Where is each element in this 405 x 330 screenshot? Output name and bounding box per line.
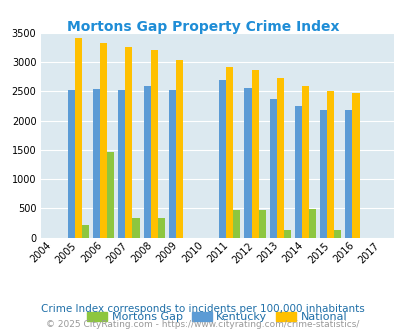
Bar	[244, 88, 251, 238]
Bar	[308, 209, 315, 238]
Bar	[100, 43, 107, 238]
Bar	[125, 47, 132, 238]
Bar	[276, 78, 283, 238]
Text: © 2025 CityRating.com - https://www.cityrating.com/crime-statistics/: © 2025 CityRating.com - https://www.city…	[46, 320, 359, 329]
Bar	[283, 230, 290, 238]
Bar	[258, 210, 265, 238]
Bar	[150, 50, 157, 238]
Bar	[333, 230, 341, 238]
Bar	[93, 88, 100, 238]
Bar	[82, 225, 89, 238]
Bar	[132, 218, 139, 238]
Bar	[326, 91, 333, 238]
Bar	[143, 86, 150, 238]
Bar	[352, 93, 358, 238]
Bar	[294, 106, 301, 238]
Bar	[107, 152, 114, 238]
Bar	[68, 90, 75, 238]
Text: Mortons Gap Property Crime Index: Mortons Gap Property Crime Index	[66, 20, 339, 34]
Bar	[219, 80, 226, 238]
Text: Crime Index corresponds to incidents per 100,000 inhabitants: Crime Index corresponds to incidents per…	[41, 304, 364, 314]
Bar	[233, 210, 240, 238]
Bar	[345, 110, 352, 238]
Bar	[118, 90, 125, 238]
Bar	[251, 70, 258, 238]
Bar	[175, 60, 182, 238]
Bar	[75, 38, 82, 238]
Bar	[226, 68, 233, 238]
Bar	[157, 218, 164, 238]
Bar	[301, 85, 308, 238]
Bar	[320, 110, 326, 238]
Legend: Mortons Gap, Kentucky, National: Mortons Gap, Kentucky, National	[84, 309, 350, 326]
Bar	[168, 90, 175, 238]
Bar	[269, 99, 276, 238]
